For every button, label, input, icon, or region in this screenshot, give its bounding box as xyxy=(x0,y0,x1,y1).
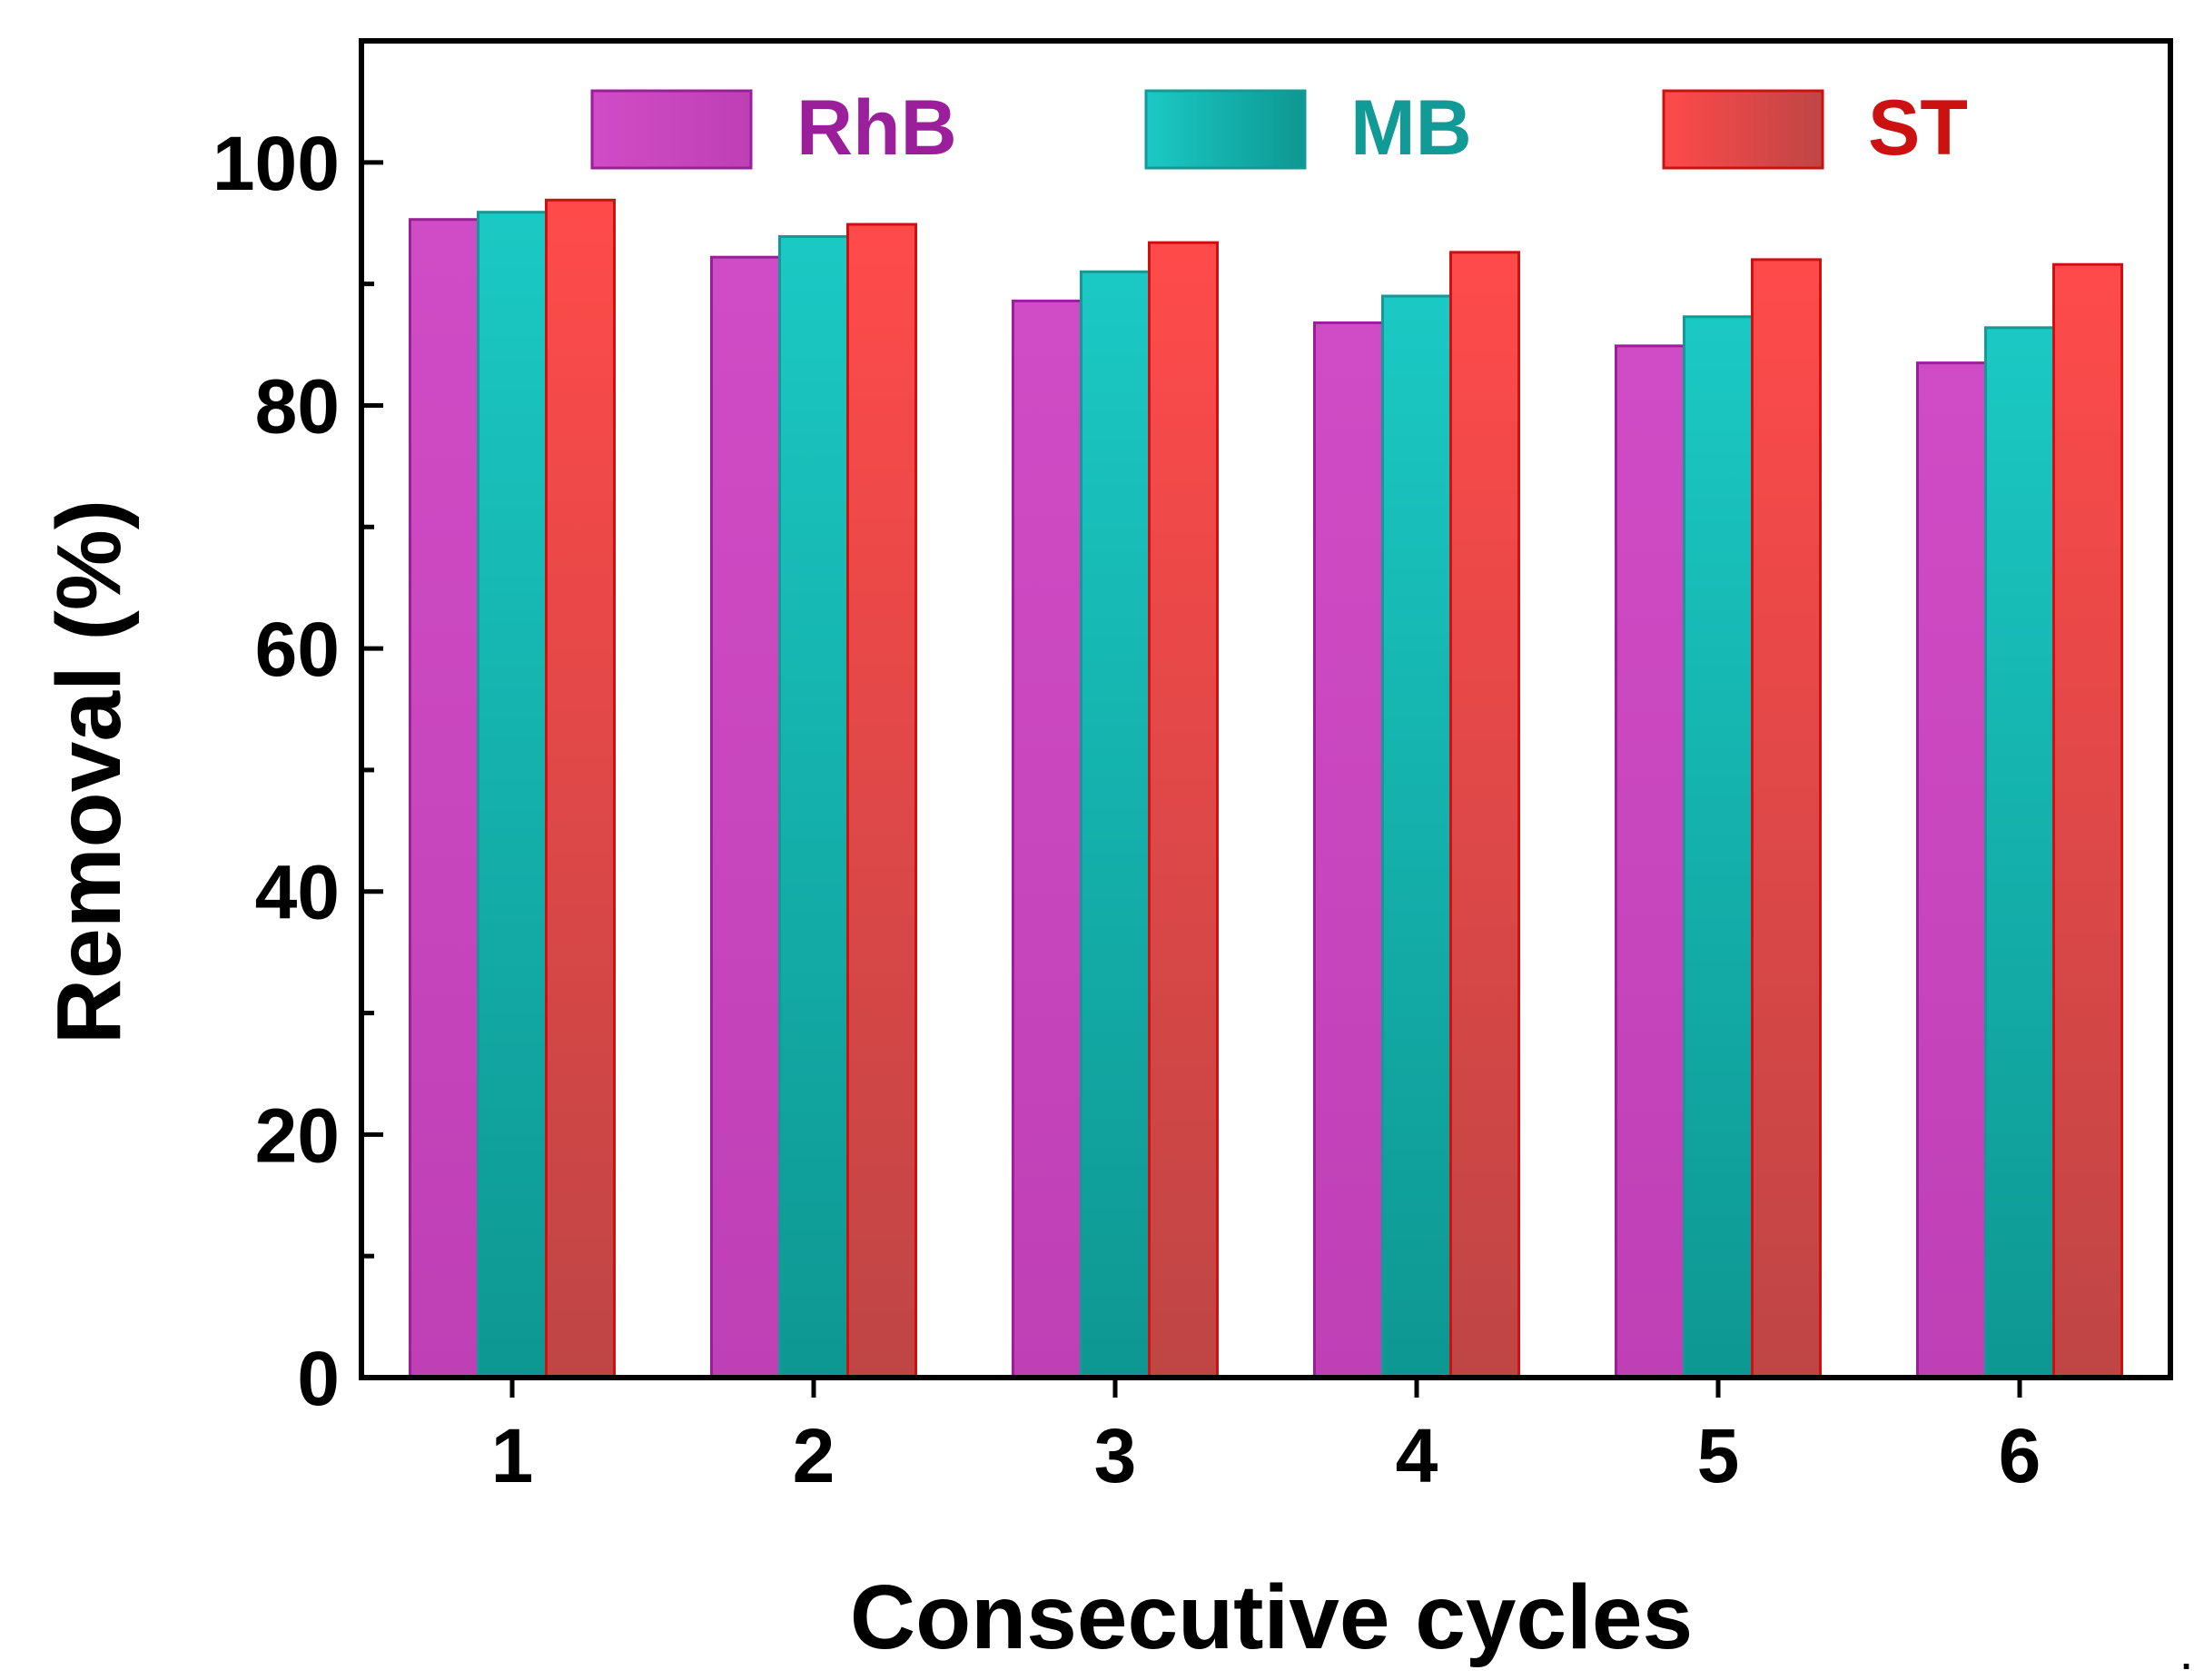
bar-st-cycle-5 xyxy=(1751,258,1822,1379)
x-tick-label-4: 4 xyxy=(1396,1413,1438,1498)
legend-label-mb: MB xyxy=(1350,84,1472,172)
bar-rhb-cycle-4 xyxy=(1313,321,1384,1379)
bar-st-cycle-4 xyxy=(1449,251,1520,1379)
x-tick-label-6: 6 xyxy=(1999,1413,2041,1498)
bar-st-cycle-2 xyxy=(846,222,917,1379)
y-tick-label-0: 0 xyxy=(297,1336,340,1421)
bar-mb-cycle-1 xyxy=(477,211,548,1379)
bar-rhb-cycle-6 xyxy=(1916,361,1987,1379)
legend-label-st: ST xyxy=(1868,84,1968,172)
legend: RhB MB ST xyxy=(590,84,1968,172)
legend-label-rhb: RhB xyxy=(796,84,957,172)
plot-frame xyxy=(359,38,2173,1380)
bar-rhb-cycle-5 xyxy=(1615,344,1685,1379)
trailing-period: . xyxy=(2181,1637,2191,1677)
y-tick-label-20: 20 xyxy=(255,1092,340,1178)
bar-mb-cycle-2 xyxy=(778,234,849,1379)
y-tick-label-80: 80 xyxy=(255,363,340,449)
bar-rhb-cycle-2 xyxy=(710,255,781,1379)
bar-st-cycle-6 xyxy=(2052,262,2123,1379)
y-tick-label-60: 60 xyxy=(255,607,340,692)
bar-mb-cycle-6 xyxy=(1984,326,2055,1379)
legend-swatch-st xyxy=(1662,89,1824,170)
legend-swatch-rhb xyxy=(590,89,753,170)
axes-layer: 0 20 40 60 80 100 1 2 3 4 5 6 xyxy=(212,38,2173,1498)
bar-mb-cycle-4 xyxy=(1381,294,1452,1379)
bar-mb-cycle-3 xyxy=(1080,270,1151,1379)
bars-layer xyxy=(409,198,2123,1379)
bar-st-cycle-3 xyxy=(1148,241,1219,1379)
x-tick-label-3: 3 xyxy=(1094,1413,1137,1498)
y-axis-title: Removal (%) xyxy=(38,499,140,1044)
x-tick-label-5: 5 xyxy=(1697,1413,1740,1498)
bar-rhb-cycle-1 xyxy=(409,218,479,1379)
legend-swatch-mb xyxy=(1144,89,1307,170)
bar-mb-cycle-5 xyxy=(1683,315,1754,1379)
y-tick-label-40: 40 xyxy=(255,850,340,935)
x-tick-label-1: 1 xyxy=(491,1413,534,1498)
bar-rhb-cycle-3 xyxy=(1012,299,1082,1379)
bar-st-cycle-1 xyxy=(545,198,616,1379)
y-tick-label-100: 100 xyxy=(212,121,340,206)
x-tick-label-2: 2 xyxy=(793,1413,835,1498)
x-axis-title: Consecutive cycles xyxy=(850,1566,1693,1668)
